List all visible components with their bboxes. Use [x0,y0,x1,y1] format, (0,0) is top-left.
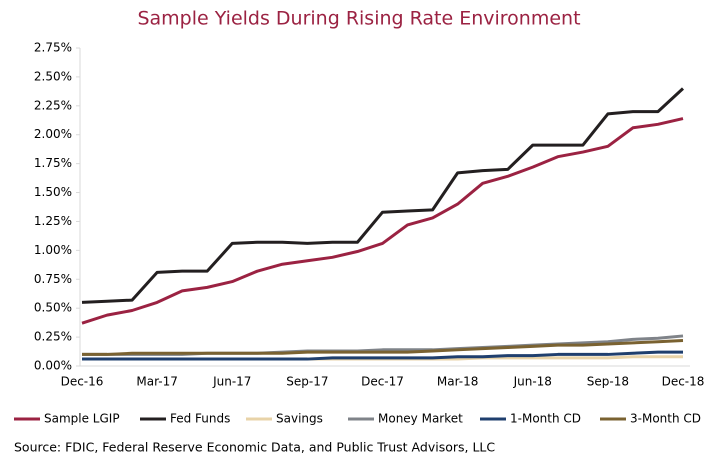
series-line [81,87,685,304]
y-tick-label: 1.25% [34,214,72,228]
y-tick-label: 1.50% [34,185,72,199]
source-note: Source: FDIC, Federal Reserve Economic D… [14,440,495,455]
legend-label: Sample LGIP [44,412,120,426]
legend-label: Money Market [378,412,463,426]
series-line [82,350,683,361]
x-tick-label: Mar-18 [437,375,478,389]
legend-label: Savings [276,412,323,426]
x-tick-label: Dec-17 [361,375,404,389]
chart-title: Sample Yields During Rising Rate Environ… [137,8,580,30]
x-tick-label: Sep-18 [587,375,629,389]
y-tick-label: 0.00% [34,359,72,373]
y-tick-label: 2.25% [34,98,72,112]
x-tick-label: Mar-17 [136,375,177,389]
legend-label: Fed Funds [170,412,230,426]
y-tick-label: 0.25% [34,330,72,344]
legend-label: 3-Month CD [630,412,701,426]
x-tick-label: Dec-16 [61,375,104,389]
y-tick-label: 2.00% [34,127,72,141]
x-tick-label: Jun-17 [212,375,251,389]
legend-label: 1-Month CD [510,412,581,426]
y-tick-label: 0.50% [34,301,72,315]
y-tick-label: 2.75% [34,41,72,55]
y-tick-label: 1.00% [34,243,72,257]
y-tick-label: 1.75% [34,156,72,170]
x-tick-label: Jun-18 [513,375,552,389]
series-line [82,339,684,356]
x-tick-label: Sep-17 [286,375,328,389]
y-tick-label: 2.50% [34,69,72,83]
x-tick-label: Dec-18 [662,375,705,389]
series-line [81,117,684,325]
y-tick-label: 0.75% [34,272,72,286]
